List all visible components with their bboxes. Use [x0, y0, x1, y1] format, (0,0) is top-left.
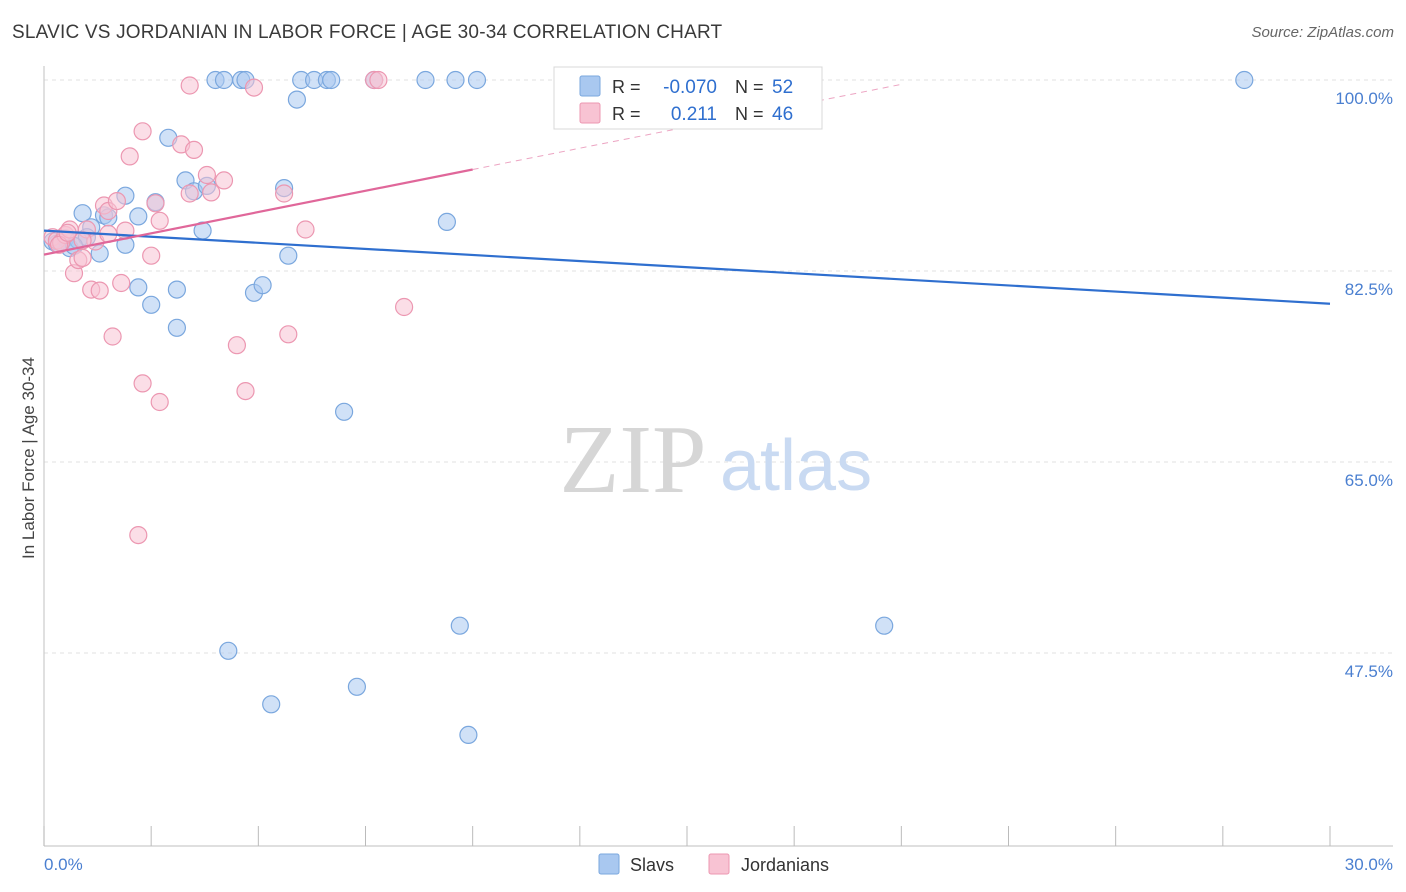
slavs-point — [214, 70, 234, 90]
watermark-atlas: atlas — [720, 426, 872, 506]
jordanians-point — [227, 336, 246, 355]
slavs-point — [279, 246, 298, 265]
jordanians-point — [142, 246, 161, 265]
x-tick-label-max: 30.0% — [1345, 855, 1393, 874]
legend-n-value: 52 — [772, 77, 793, 98]
jordanians-point — [150, 392, 169, 412]
y-tick-label: 82.5% — [1345, 280, 1393, 299]
source-label: Source: ZipAtlas.com — [1251, 24, 1394, 41]
y-tick-label: 47.5% — [1345, 662, 1393, 681]
slavs-point — [416, 70, 435, 90]
jordanians-point — [146, 194, 165, 213]
jordanians-point — [120, 147, 139, 166]
legend-r-value: -0.070 — [663, 77, 717, 98]
slavs-point — [875, 616, 894, 635]
slavs-point — [335, 402, 354, 421]
jordanians-trend-line — [43, 168, 473, 256]
jordanians-trend-extension — [472, 83, 902, 170]
legend-r-value: 0.211 — [671, 104, 717, 125]
jordanians-point — [236, 382, 255, 401]
legend-n-label: N = — [735, 77, 764, 97]
chart-title: SLAVIC VS JORDANIAN IN LABOR FORCE | AGE… — [12, 22, 723, 43]
slavs-point — [167, 318, 186, 337]
jordanians-point — [73, 248, 92, 267]
jordanians-point — [279, 325, 298, 344]
jordanians-point — [129, 525, 148, 545]
axes — [43, 66, 1393, 847]
slavs-point — [1235, 70, 1254, 90]
slavs-point — [129, 207, 148, 226]
y-tick-label: 65.0% — [1345, 471, 1393, 490]
slavs-point — [437, 212, 456, 231]
jordanians-point — [244, 78, 264, 97]
slavs-trend-line — [43, 229, 1331, 305]
jordanians-point — [197, 165, 216, 185]
legend-r-label: R = — [612, 104, 641, 124]
data-points — [43, 70, 1254, 745]
slavs-point — [142, 295, 161, 314]
trend-lines — [43, 83, 1331, 305]
jordanians-point — [395, 297, 414, 317]
gridlines — [44, 79, 1393, 654]
slavs-point — [467, 70, 487, 90]
slavs-point — [322, 70, 341, 90]
slavs-point — [167, 280, 186, 299]
jordanians-point — [133, 122, 152, 141]
x-tick-label-min: 0.0% — [44, 855, 83, 874]
jordanians-point — [184, 140, 204, 159]
legend-label-slavs: Slavs — [630, 855, 674, 875]
jordanians-point — [180, 76, 199, 95]
jordanians-point — [180, 184, 199, 203]
slavs-point — [446, 70, 465, 90]
slavs-point — [287, 90, 306, 109]
jordanians-point — [90, 281, 109, 300]
jordanians-point — [275, 184, 294, 203]
slavs-point — [253, 276, 272, 295]
legend-n-label: N = — [735, 104, 764, 124]
stats-legend: R = -0.070 N = 52 R = 0.211 N = 46 — [553, 66, 823, 130]
y-axis-title: In Labor Force | Age 30-34 — [19, 357, 38, 559]
y-tick-labels: 100.0% 82.5% 65.0% 47.5% — [1335, 89, 1393, 681]
jordanians-point — [369, 70, 388, 90]
y-tick-label: 100.0% — [1335, 89, 1393, 108]
jordanians-point — [103, 327, 122, 346]
slavs-point — [347, 677, 366, 696]
jordanians-point — [296, 220, 315, 239]
watermark-zip: ZIP — [560, 406, 707, 514]
legend-swatch-jordanians — [708, 853, 730, 875]
slavs-point — [262, 695, 281, 714]
legend-n-value: 46 — [772, 104, 793, 125]
legend-swatch-slavs — [598, 853, 620, 875]
legend-swatch-slavs — [579, 75, 601, 97]
jordanians-point — [133, 374, 152, 393]
legend-label-jordanians: Jordanians — [741, 855, 829, 875]
slavs-point — [450, 616, 469, 635]
jordanians-point — [214, 171, 234, 190]
slavs-point — [129, 278, 148, 297]
jordanians-point — [107, 192, 127, 211]
bottom-legend: Slavs Jordanians — [598, 853, 829, 875]
jordanians-point — [112, 273, 131, 293]
watermark: ZIP atlas — [560, 406, 873, 514]
jordanians-point — [202, 183, 221, 202]
jordanians-point — [150, 211, 169, 230]
legend-swatch-jordanians — [579, 102, 601, 124]
legend-r-label: R = — [612, 77, 641, 97]
slavs-point — [459, 725, 478, 745]
slavs-point — [219, 641, 238, 660]
